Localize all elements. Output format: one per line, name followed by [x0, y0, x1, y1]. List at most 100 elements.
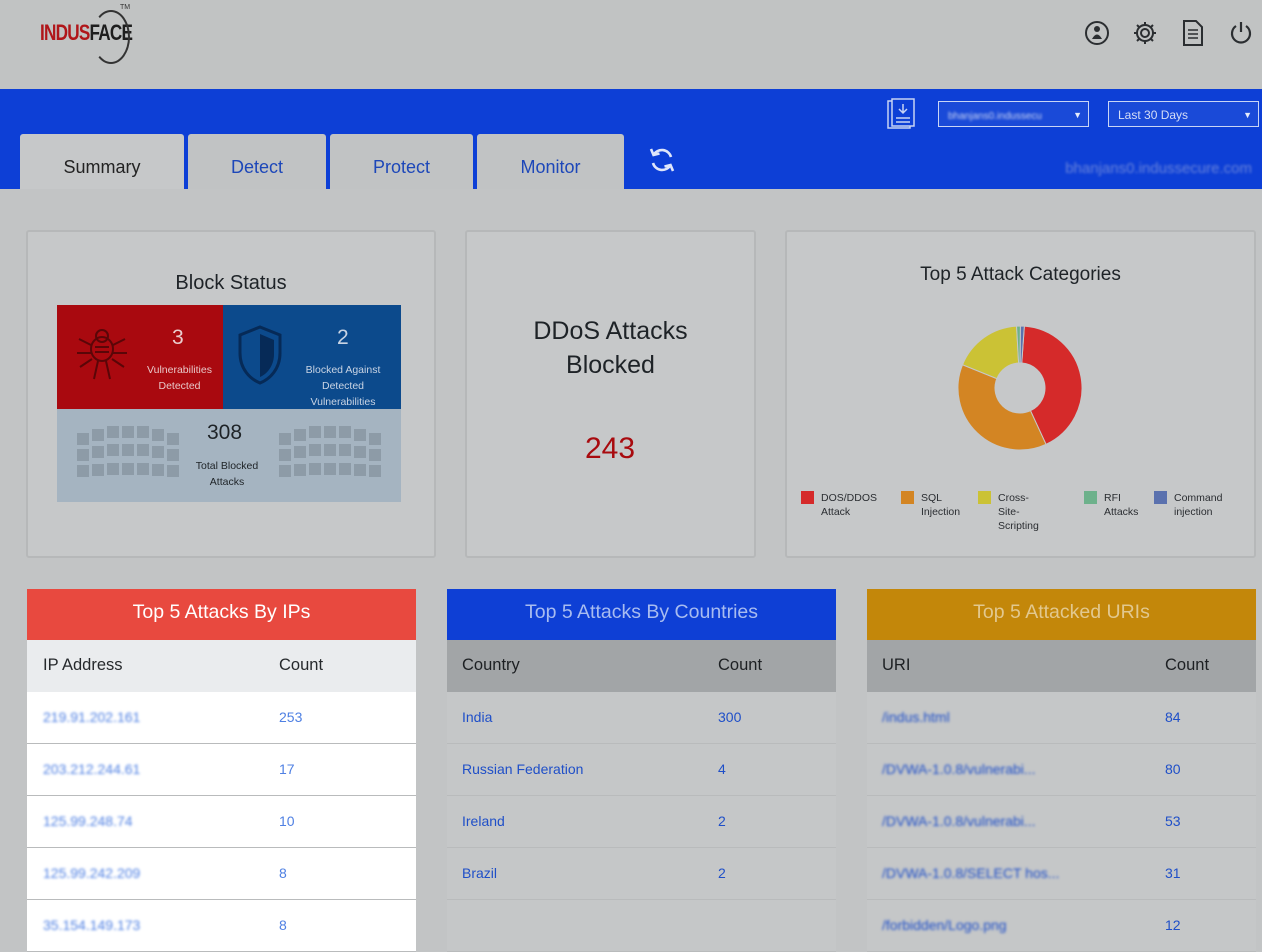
table-cell-label[interactable]: /forbidden/Logo.png — [882, 917, 1007, 933]
legend-label: Cross-Site- Scripting — [998, 492, 1039, 532]
column-header-country: Country — [462, 656, 520, 674]
column-header-count: Count — [1165, 656, 1210, 674]
table-cell-count: 31 — [1165, 865, 1181, 881]
table-row[interactable]: /DVWA-1.0.8/vulnerabi... 80 — [867, 744, 1256, 796]
tab-summary-label: Summary — [63, 157, 141, 177]
table-cell-count: 12 — [1165, 917, 1181, 933]
table-cell-count: 4 — [718, 761, 726, 777]
table-row[interactable]: Brazil 2 — [447, 848, 836, 900]
table-row[interactable]: 125.99.242.209 8 — [27, 848, 416, 900]
bug-icon — [77, 329, 127, 380]
legend-swatch — [1084, 491, 1097, 504]
table-row[interactable]: /DVWA-1.0.8/SELECT hos... 31 — [867, 848, 1256, 900]
gear-icon[interactable] — [1132, 18, 1158, 48]
legend-label: Command injection — [1174, 492, 1223, 518]
block-status-title: Block Status — [175, 272, 287, 294]
top-header: INDUSFACE TM — [0, 0, 1262, 90]
table-row[interactable]: Ireland 2 — [447, 796, 836, 848]
site-select[interactable]: bhanjans0.indussecu ▼ — [938, 101, 1089, 127]
table-cell-label[interactable]: /indus.html — [882, 709, 950, 725]
tab-monitor[interactable]: Monitor — [477, 134, 624, 189]
table-cell-count: 8 — [279, 865, 287, 881]
top-countries-title: Top 5 Attacks By Countries — [447, 589, 836, 640]
top-uris-title: Top 5 Attacked URIs — [867, 589, 1256, 640]
table-cell-label[interactable]: Brazil — [462, 865, 498, 881]
logo-arc — [92, 10, 130, 64]
blocks-icon — [279, 426, 381, 477]
blocks-icon — [77, 426, 179, 477]
table-cell-count: 10 — [279, 813, 295, 829]
table-cell-count: 253 — [279, 709, 303, 725]
table-row[interactable]: /indus.html 84 — [867, 692, 1256, 744]
table-cell-count: 17 — [279, 761, 295, 777]
vulnerabilities-count: 3 — [172, 326, 184, 349]
legend-label: DOS/DDOS Attack — [821, 492, 878, 518]
chart-title: Top 5 Attack Categories — [920, 264, 1121, 285]
table-header: IP Address Count — [27, 640, 416, 692]
date-range-value: Last 30 Days — [1118, 108, 1189, 122]
report-icon[interactable] — [885, 98, 917, 130]
top-uris-table: Top 5 Attacked URIs URI Count /indus.htm… — [867, 589, 1256, 952]
table-cell-label[interactable]: 219.91.202.161 — [43, 709, 141, 725]
table-cell-label[interactable]: 203.212.244.61 — [43, 761, 141, 777]
ddos-count: 243 — [584, 432, 636, 465]
table-row[interactable]: 219.91.202.161 253 — [27, 692, 416, 744]
vulnerabilities-label: Vulnerabilities Detected — [147, 364, 212, 392]
tab-protect[interactable]: Protect — [330, 134, 473, 189]
legend-label: RFI Attacks — [1104, 492, 1139, 518]
table-cell-label[interactable]: /DVWA-1.0.8/SELECT hos... — [882, 865, 1060, 881]
tab-detect[interactable]: Detect — [188, 134, 326, 189]
table-header: Country Count — [447, 640, 836, 692]
table-cell-label[interactable]: 125.99.248.74 — [43, 813, 133, 829]
top-countries-table: Top 5 Attacks By Countries Country Count… — [447, 589, 836, 952]
site-select-value: bhanjans0.indussecu — [948, 111, 1042, 122]
tab-summary[interactable]: Summary — [20, 134, 184, 189]
table-cell-label[interactable]: 125.99.242.209 — [43, 865, 141, 881]
blocked-count: 2 — [337, 326, 349, 349]
top-ips-title: Top 5 Attacks By IPs — [27, 589, 416, 640]
total-blocked-tile[interactable]: 308 Total Blocked Attacks — [57, 409, 401, 502]
donut-slice[interactable] — [1019, 325, 1025, 364]
table-row[interactable]: /forbidden/Logo.png 12 — [867, 900, 1256, 952]
table-cell-label[interactable]: 35.154.149.173 — [43, 917, 141, 933]
column-header-count: Count — [718, 656, 763, 674]
table-cell-count: 84 — [1165, 709, 1181, 725]
top-ips-table: Top 5 Attacks By IPs IP Address Count 21… — [27, 589, 416, 952]
legend-swatch — [978, 491, 991, 504]
table-cell-count: 53 — [1165, 813, 1181, 829]
tab-detect-label: Detect — [230, 157, 284, 177]
table-row[interactable]: /DVWA-1.0.8/vulnerabi... 53 — [867, 796, 1256, 848]
donut-slice[interactable] — [1021, 325, 1083, 445]
blocked-label: Blocked Against Detected Vulnerabilities — [305, 364, 381, 408]
table-header: URI Count — [867, 640, 1256, 692]
table-cell-count: 80 — [1165, 761, 1181, 777]
power-icon[interactable] — [1228, 18, 1254, 48]
ddos-card: DDoS Attacks Blocked — [465, 230, 756, 558]
refresh-icon[interactable] — [647, 145, 677, 175]
attack-categories-card: Top 5 Attack Categories — [785, 230, 1256, 558]
date-range-select[interactable]: Last 30 Days ▼ — [1108, 101, 1259, 127]
table-cell-count: 2 — [718, 813, 726, 829]
table-row[interactable]: India 300 — [447, 692, 836, 744]
table-row[interactable]: Russian Federation 4 — [447, 744, 836, 796]
table-row[interactable]: 35.154.149.173 8 — [27, 900, 416, 952]
user-circle-icon[interactable] — [1084, 18, 1110, 48]
total-blocked-label: Total Blocked Attacks — [195, 460, 259, 488]
table-row[interactable]: 125.99.248.74 10 — [27, 796, 416, 848]
table-row[interactable]: 203.212.244.61 17 — [27, 744, 416, 796]
vulnerabilities-tile[interactable]: 3 Vulnerabilities Detected — [57, 305, 223, 409]
domain-label: bhanjans0.indussecure.com — [1065, 160, 1252, 177]
table-cell-label[interactable]: /DVWA-1.0.8/vulnerabi... — [882, 761, 1036, 777]
donut-slice[interactable] — [957, 364, 1047, 451]
blocked-against-tile[interactable]: 2 Blocked Against Detected Vulnerabilities — [223, 305, 401, 409]
table-row[interactable] — [447, 900, 836, 952]
table-cell-label[interactable]: India — [462, 709, 493, 725]
document-icon[interactable] — [1180, 18, 1206, 48]
table-cell-count: 8 — [279, 917, 287, 933]
table-cell-label[interactable]: Ireland — [462, 813, 505, 829]
column-header-uri: URI — [882, 656, 911, 674]
total-blocked-count: 308 — [207, 421, 243, 444]
table-cell-count: 2 — [718, 865, 726, 881]
table-cell-label[interactable]: /DVWA-1.0.8/vulnerabi... — [882, 813, 1036, 829]
table-cell-label[interactable]: Russian Federation — [462, 761, 584, 777]
